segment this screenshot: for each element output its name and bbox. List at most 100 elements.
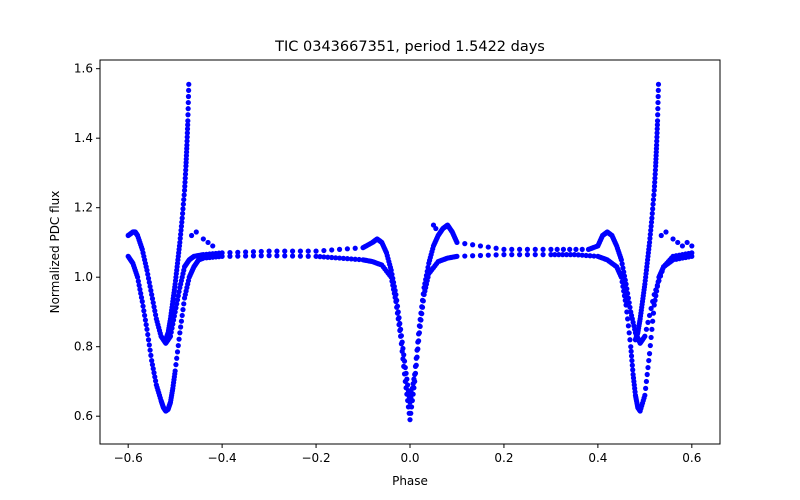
data-point bbox=[289, 253, 296, 259]
data-point bbox=[470, 242, 476, 248]
data-point bbox=[649, 215, 655, 221]
data-point bbox=[567, 246, 573, 252]
data-point bbox=[148, 352, 154, 358]
y-tick-label: 0.6 bbox=[74, 409, 93, 423]
data-point bbox=[172, 368, 178, 374]
data-point bbox=[524, 252, 531, 258]
data-point bbox=[643, 385, 649, 391]
data-point bbox=[148, 287, 154, 294]
data-point bbox=[422, 280, 428, 287]
data-points-layer bbox=[125, 81, 695, 423]
data-point bbox=[413, 355, 419, 361]
data-point bbox=[185, 106, 191, 112]
data-point bbox=[649, 210, 655, 217]
data-point bbox=[185, 112, 191, 118]
data-point bbox=[243, 253, 249, 259]
data-point bbox=[200, 236, 206, 242]
data-point bbox=[297, 253, 304, 259]
data-point bbox=[227, 253, 233, 259]
data-point bbox=[397, 320, 403, 327]
data-point bbox=[399, 339, 405, 345]
data-point bbox=[177, 239, 183, 246]
data-point bbox=[184, 130, 190, 136]
data-point bbox=[174, 297, 181, 303]
data-point bbox=[654, 126, 660, 132]
y-tick-label: 0.8 bbox=[74, 340, 93, 354]
data-point bbox=[658, 232, 664, 239]
data-point bbox=[317, 254, 323, 260]
data-point bbox=[556, 252, 562, 258]
data-point bbox=[313, 253, 319, 259]
data-point bbox=[305, 253, 311, 259]
data-point bbox=[329, 254, 335, 261]
data-point bbox=[398, 333, 404, 339]
data-point bbox=[414, 347, 420, 353]
data-point bbox=[642, 392, 648, 398]
data-point bbox=[282, 248, 288, 254]
data-point bbox=[650, 298, 656, 305]
data-point bbox=[477, 243, 484, 249]
data-point bbox=[336, 246, 343, 252]
data-point bbox=[652, 179, 658, 185]
data-point bbox=[628, 353, 635, 359]
data-point bbox=[655, 106, 661, 112]
data-point bbox=[178, 318, 185, 324]
data-point bbox=[352, 245, 358, 251]
data-point bbox=[282, 253, 288, 259]
data-point bbox=[583, 252, 589, 259]
data-point bbox=[144, 326, 150, 332]
data-point bbox=[408, 404, 415, 410]
data-point bbox=[684, 239, 690, 246]
data-point bbox=[174, 349, 181, 355]
data-point bbox=[181, 301, 187, 307]
data-point bbox=[627, 304, 633, 310]
data-point bbox=[151, 370, 157, 376]
data-point bbox=[176, 336, 182, 342]
data-point bbox=[643, 326, 650, 332]
data-point bbox=[420, 291, 426, 297]
data-point bbox=[663, 229, 669, 235]
data-point bbox=[675, 239, 681, 246]
data-point bbox=[152, 374, 158, 380]
data-point bbox=[540, 246, 546, 252]
y-axis-ticks: 0.6 0.8 1.0 1.2 1.4 1.6 bbox=[74, 62, 100, 423]
data-point bbox=[501, 246, 507, 252]
data-point bbox=[628, 344, 634, 350]
data-point bbox=[622, 277, 628, 283]
data-point bbox=[147, 347, 153, 353]
data-point bbox=[650, 310, 657, 316]
x-tick-label: −0.6 bbox=[114, 451, 143, 465]
data-point bbox=[134, 274, 141, 280]
data-point bbox=[179, 312, 185, 319]
data-point bbox=[411, 376, 417, 382]
data-point bbox=[689, 243, 695, 249]
data-point bbox=[648, 223, 654, 229]
data-point bbox=[266, 253, 272, 259]
data-point bbox=[180, 206, 186, 212]
data-point bbox=[180, 307, 186, 313]
data-point bbox=[650, 206, 656, 212]
data-point bbox=[651, 187, 657, 193]
data-point bbox=[591, 253, 597, 259]
data-point bbox=[421, 285, 427, 291]
data-point bbox=[151, 304, 157, 310]
data-point bbox=[182, 179, 188, 185]
data-point bbox=[401, 358, 408, 364]
data-point bbox=[650, 201, 656, 207]
data-point bbox=[149, 296, 156, 302]
data-point bbox=[348, 256, 354, 262]
data-point bbox=[532, 246, 538, 252]
data-point bbox=[394, 303, 401, 309]
data-point bbox=[186, 87, 192, 94]
data-point bbox=[618, 257, 624, 263]
data-point bbox=[412, 371, 418, 378]
data-point bbox=[647, 342, 653, 349]
data-point bbox=[552, 252, 558, 258]
data-point bbox=[173, 305, 179, 311]
data-point bbox=[344, 246, 350, 252]
data-point bbox=[575, 252, 581, 258]
data-point bbox=[142, 312, 148, 319]
data-point bbox=[152, 378, 159, 384]
data-point bbox=[567, 252, 574, 258]
